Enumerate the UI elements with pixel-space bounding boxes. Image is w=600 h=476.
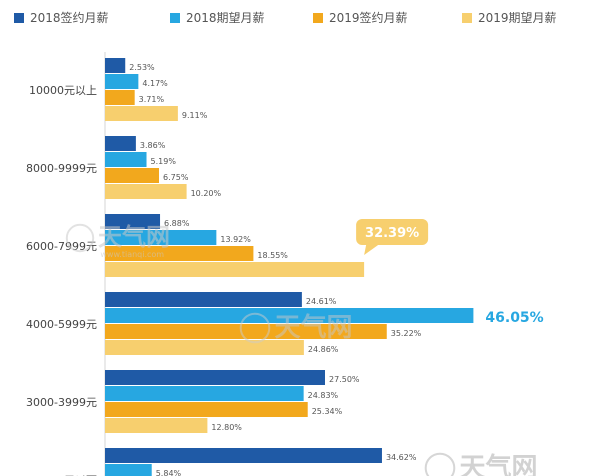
bar bbox=[105, 370, 325, 385]
legend-swatch bbox=[170, 13, 180, 23]
bar bbox=[105, 308, 474, 323]
watermark-text: 天气网 bbox=[460, 452, 538, 476]
watermark-logo-icon bbox=[239, 312, 271, 344]
bar bbox=[105, 74, 139, 89]
value-labels: 2.53% 4.17% 3.71% 9.11% 3.86% 5.19% 6.75%10.20… bbox=[129, 63, 421, 476]
callout-label: 32.39% bbox=[365, 226, 419, 241]
legend-swatch bbox=[462, 13, 472, 23]
value-label: 5.19% bbox=[151, 157, 177, 166]
watermark: 天气网 bbox=[424, 452, 538, 476]
value-label: 24.83% bbox=[308, 391, 339, 400]
watermark-logo-icon bbox=[65, 223, 95, 253]
value-label: 12.80% bbox=[211, 423, 242, 432]
category-label: 6000-7999元 bbox=[26, 240, 97, 253]
value-label: 34.62% bbox=[386, 453, 417, 462]
legend-label: 2019期望月薪 bbox=[478, 11, 557, 25]
value-label: 3.86% bbox=[140, 141, 166, 150]
bar bbox=[105, 168, 159, 183]
watermark-text: 天气网 bbox=[98, 223, 170, 251]
value-label: 27.50% bbox=[329, 375, 360, 384]
bar bbox=[105, 292, 302, 307]
bar bbox=[105, 418, 208, 433]
bar bbox=[105, 464, 152, 476]
value-label: 24.86% bbox=[308, 345, 339, 354]
value-label: 25.34% bbox=[312, 407, 343, 416]
legend-label: 2018期望月薪 bbox=[186, 11, 265, 25]
bar bbox=[105, 246, 254, 261]
callout-bubble bbox=[356, 219, 429, 245]
value-label: 13.92% bbox=[220, 235, 251, 244]
value-label: 10.20% bbox=[191, 189, 222, 198]
value-label: 2.53% bbox=[129, 63, 155, 72]
bar bbox=[105, 230, 217, 245]
bar bbox=[105, 214, 161, 229]
watermark-subtext: www.tianqi.com bbox=[100, 250, 164, 259]
value-label: 5.84% bbox=[156, 469, 182, 476]
bar bbox=[105, 90, 135, 105]
category-label: 10000元以上 bbox=[29, 84, 97, 97]
category-label: 3000-3999元 bbox=[26, 396, 97, 409]
highlight-label: 46.05% bbox=[485, 310, 543, 326]
category-labels: 10000元以上 8000-9999元 6000-7999元 4000-5999元 30… bbox=[26, 84, 97, 476]
legend-swatch bbox=[313, 13, 323, 23]
watermark: 天气网 bbox=[239, 312, 353, 344]
bar bbox=[105, 152, 147, 167]
highlights: 32.39% 46.05% bbox=[356, 219, 544, 326]
value-label: 35.22% bbox=[391, 329, 422, 338]
value-label: 18.55% bbox=[257, 251, 288, 260]
value-label: 24.61% bbox=[306, 297, 337, 306]
value-label: 6.88% bbox=[164, 219, 190, 228]
watermark-text: 天气网 bbox=[275, 312, 353, 343]
bar bbox=[105, 136, 136, 151]
bars bbox=[105, 58, 474, 476]
legend-label: 2019签约月薪 bbox=[329, 10, 408, 25]
bar bbox=[105, 340, 304, 355]
bar bbox=[105, 106, 178, 121]
legend: 2018签约月薪 2018期望月薪 2019签约月薪 2019期望月薪 bbox=[14, 10, 557, 25]
bar bbox=[105, 184, 187, 199]
callout-pointer bbox=[364, 245, 379, 255]
bar bbox=[105, 262, 365, 277]
bar bbox=[105, 58, 126, 73]
bar bbox=[105, 448, 382, 463]
bar bbox=[105, 386, 304, 401]
bar bbox=[105, 402, 308, 417]
value-label: 6.75% bbox=[163, 173, 189, 182]
legend-label: 2018签约月薪 bbox=[30, 10, 109, 25]
legend-swatch bbox=[14, 13, 24, 23]
value-label: 3.71% bbox=[139, 95, 165, 104]
category-label: 8000-9999元 bbox=[26, 162, 97, 175]
watermark-logo-icon bbox=[424, 452, 456, 476]
category-label: 3000元以下 bbox=[36, 474, 97, 476]
value-label: 4.17% bbox=[142, 79, 168, 88]
category-label: 4000-5999元 bbox=[26, 318, 97, 331]
value-label: 9.11% bbox=[182, 111, 208, 120]
bar bbox=[105, 324, 387, 339]
